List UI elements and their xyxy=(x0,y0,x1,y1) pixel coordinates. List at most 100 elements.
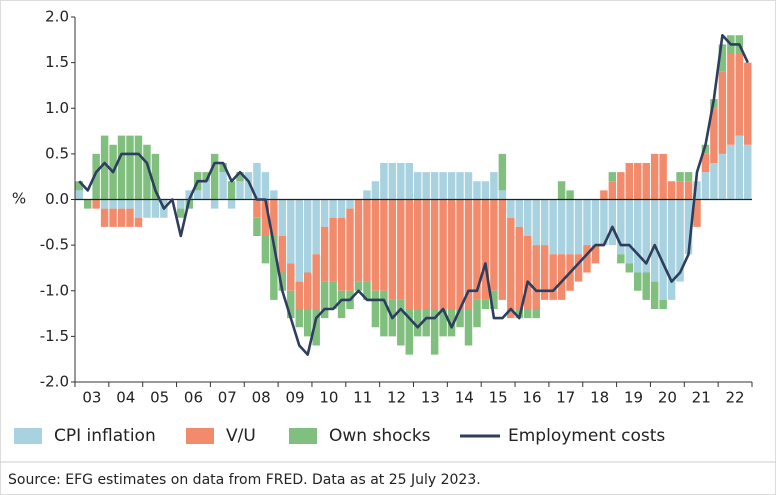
bar-segment xyxy=(557,199,566,255)
bar-segment xyxy=(320,281,329,319)
bar-segment xyxy=(210,153,219,200)
line-series xyxy=(78,34,749,356)
bar-segment xyxy=(473,181,481,200)
x-tick-label: 19 xyxy=(624,389,643,407)
bar-segment xyxy=(337,217,346,291)
bar-segment xyxy=(143,199,151,218)
bar-segment xyxy=(109,199,117,209)
bar-segment xyxy=(151,199,160,218)
bar-segment xyxy=(727,144,735,200)
bar-segment xyxy=(405,163,413,200)
bar-segment xyxy=(371,199,380,291)
bar-segment xyxy=(303,272,312,309)
x-tick-label: 13 xyxy=(421,389,440,407)
bar-segment xyxy=(650,281,659,309)
bar-segment xyxy=(92,199,100,209)
y-tick-label: -2.0 xyxy=(40,373,69,391)
bar-segment xyxy=(430,309,439,355)
bar-segment xyxy=(270,236,278,300)
x-tick-label: 05 xyxy=(150,389,169,407)
bar-segment xyxy=(634,199,642,273)
y-tick-label: -0.5 xyxy=(40,236,69,254)
bar-segment xyxy=(371,290,380,328)
bar-segment xyxy=(464,172,473,200)
bar-segment xyxy=(617,172,625,200)
x-tick-label: 15 xyxy=(489,389,508,407)
bar-segment xyxy=(659,153,667,200)
bar-segment xyxy=(405,309,413,355)
x-tick-label: 14 xyxy=(455,389,474,407)
bar-segment xyxy=(456,172,464,200)
bar-segment xyxy=(684,172,693,182)
bar-segment xyxy=(329,281,337,309)
bar-segment xyxy=(515,226,524,309)
bar-segment xyxy=(177,199,185,209)
bar-segment xyxy=(83,199,92,209)
bar-segment xyxy=(498,199,507,300)
bar-segment xyxy=(591,199,600,246)
bar-segment xyxy=(100,135,109,200)
bar-segment xyxy=(667,199,676,300)
bar-segment xyxy=(117,208,126,227)
bar-segment xyxy=(566,190,574,200)
bar-segment xyxy=(371,181,380,200)
bar-segment xyxy=(270,190,278,200)
bar-segment xyxy=(684,199,693,255)
bar-segment xyxy=(414,172,422,200)
bar-segment xyxy=(744,144,752,200)
bar-segment xyxy=(710,108,718,163)
y-tick-label: -1.0 xyxy=(40,281,69,299)
bar-segment xyxy=(524,309,532,319)
bar-segment xyxy=(92,153,100,200)
bar-segment xyxy=(380,163,388,200)
bar-segment xyxy=(278,272,287,291)
x-tick-label: 12 xyxy=(387,389,406,407)
bar-segment xyxy=(202,181,210,200)
bar-segment xyxy=(642,163,650,200)
bar-segment xyxy=(650,199,659,282)
bar-segment xyxy=(473,199,481,300)
bar-segment xyxy=(498,190,507,200)
bar-segment xyxy=(490,290,498,309)
bar-segment xyxy=(608,172,617,182)
bar-segment xyxy=(380,199,388,291)
bar-segment xyxy=(422,199,430,309)
bar-segment xyxy=(524,236,532,309)
bar-segment xyxy=(473,299,481,328)
bar-segment xyxy=(287,199,295,264)
bar-segment xyxy=(447,309,456,337)
bar-segment xyxy=(346,199,354,209)
bar-segment xyxy=(253,217,261,236)
x-tick-label: 22 xyxy=(726,389,745,407)
bar-segment xyxy=(430,199,439,309)
y-tick-label: 1.5 xyxy=(45,53,69,71)
bar-segment xyxy=(566,199,574,255)
bar-segment xyxy=(439,172,447,200)
bar-segment xyxy=(363,199,371,282)
x-tick-label: 07 xyxy=(218,389,237,407)
bar-segment xyxy=(109,208,117,227)
bar-segment xyxy=(540,199,549,246)
bar-segment xyxy=(557,254,566,300)
x-tick-label: 18 xyxy=(590,389,609,407)
bar-segment xyxy=(312,309,320,346)
bar-segment xyxy=(210,199,219,209)
bar-segment xyxy=(540,245,549,300)
bar-segment xyxy=(574,199,583,255)
bar-segment xyxy=(439,309,447,337)
bar-segment xyxy=(693,181,701,200)
bar-segment xyxy=(303,199,312,273)
bar-segment xyxy=(337,290,346,319)
x-tick-label: 21 xyxy=(692,389,711,407)
bar-segment xyxy=(532,199,540,246)
bar-segment xyxy=(481,299,490,309)
bar-segment xyxy=(100,208,109,227)
bar-segment xyxy=(642,272,650,300)
bar-segment xyxy=(261,199,270,236)
legend-swatch xyxy=(186,428,214,444)
bar-segment xyxy=(583,199,591,246)
bar-segment xyxy=(193,190,202,200)
bar-segment xyxy=(625,163,634,200)
